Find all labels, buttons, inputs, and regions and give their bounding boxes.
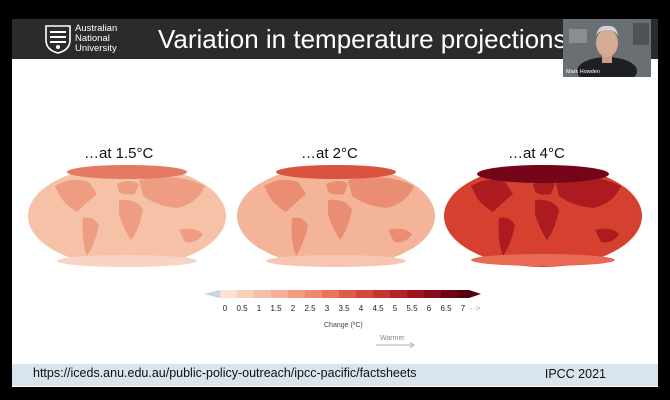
legend-tick-label: 6 bbox=[426, 304, 432, 313]
presenter-video-icon bbox=[563, 19, 651, 77]
legend-swatch bbox=[322, 290, 339, 298]
legend-tick-label: 7 bbox=[460, 304, 466, 313]
map-label-1-5: …at 1.5°C bbox=[84, 145, 154, 162]
factsheet-url[interactable]: https://iceds.anu.edu.au/public-policy-o… bbox=[33, 366, 417, 380]
legend-swatch bbox=[254, 290, 271, 298]
legend-swatch bbox=[373, 290, 390, 298]
legend-tick-label: 5 bbox=[392, 304, 398, 313]
presentation-slide: Australian National University Variation… bbox=[12, 19, 658, 387]
legend-below-zero-triangle bbox=[204, 290, 220, 298]
logo-line-3: University bbox=[75, 43, 117, 54]
anu-crest-icon bbox=[45, 25, 71, 54]
legend-swatch bbox=[390, 290, 407, 298]
webcam-thumbnail[interactable]: Mark Howden bbox=[563, 19, 651, 77]
slide-title: Variation in temperature projections bbox=[158, 24, 567, 54]
legend-tick-label: 4.5 bbox=[372, 304, 384, 313]
legend-above-max-triangle bbox=[469, 290, 481, 298]
legend-swatch bbox=[441, 290, 458, 298]
map-label-4: …at 4°C bbox=[508, 145, 565, 162]
legend-tick-label: 2 bbox=[290, 304, 296, 313]
warmer-arrow-icon bbox=[376, 342, 415, 348]
slide-header: Australian National University Variation… bbox=[12, 19, 658, 59]
legend-more-arrow: ···> bbox=[467, 304, 481, 313]
legend-swatch bbox=[407, 290, 424, 298]
legend-swatch bbox=[356, 290, 373, 298]
warmer-text: Warmer bbox=[380, 335, 405, 342]
anu-logo: Australian National University bbox=[44, 23, 136, 55]
legend-tick-label: 6.5 bbox=[440, 304, 452, 313]
webcam-name: Mark Howden bbox=[566, 69, 600, 75]
color-legend: 0 0.5 1 1.5 2 2.5 3 3.5 4 4.5 5 5.5 6 6.5 7 ···> Chang… bbox=[204, 287, 504, 348]
legend-tick-label: 3.5 bbox=[338, 304, 350, 313]
legend-swatch bbox=[220, 290, 237, 298]
logo-line-2: National bbox=[75, 33, 110, 44]
legend-swatch bbox=[458, 290, 469, 298]
legend-tick-label: 2.5 bbox=[304, 304, 316, 313]
legend-tick-label: 1 bbox=[256, 304, 262, 313]
logo-text: Australian National University bbox=[75, 24, 117, 54]
legend-tick-label: 3 bbox=[324, 304, 330, 313]
legend-tick-label: 0.5 bbox=[236, 304, 248, 313]
legend-tick-label: 5.5 bbox=[406, 304, 418, 313]
map-label-2: …at 2°C bbox=[301, 145, 358, 162]
legend-title: Change (ºC) bbox=[324, 322, 363, 329]
legend-swatch bbox=[339, 290, 356, 298]
legend-swatch bbox=[424, 290, 441, 298]
world-map-4 bbox=[444, 165, 642, 267]
legend-tick-label: 4 bbox=[358, 304, 364, 313]
legend-swatch bbox=[305, 290, 322, 298]
legend-tick-label: 0 bbox=[222, 304, 228, 313]
world-map-2 bbox=[237, 165, 435, 267]
legend-color-bar bbox=[204, 290, 481, 298]
warmer-label: Warmer bbox=[376, 335, 416, 348]
legend-swatch bbox=[237, 290, 254, 298]
legend-tick-label: 1.5 bbox=[270, 304, 282, 313]
legend-swatch bbox=[288, 290, 305, 298]
legend-swatch bbox=[271, 290, 288, 298]
source-footer: https://iceds.anu.edu.au/public-policy-o… bbox=[12, 364, 658, 386]
logo-line-1: Australian bbox=[75, 23, 118, 34]
source-credit: IPCC 2021 bbox=[544, 367, 606, 381]
world-map-1-5 bbox=[28, 165, 226, 267]
